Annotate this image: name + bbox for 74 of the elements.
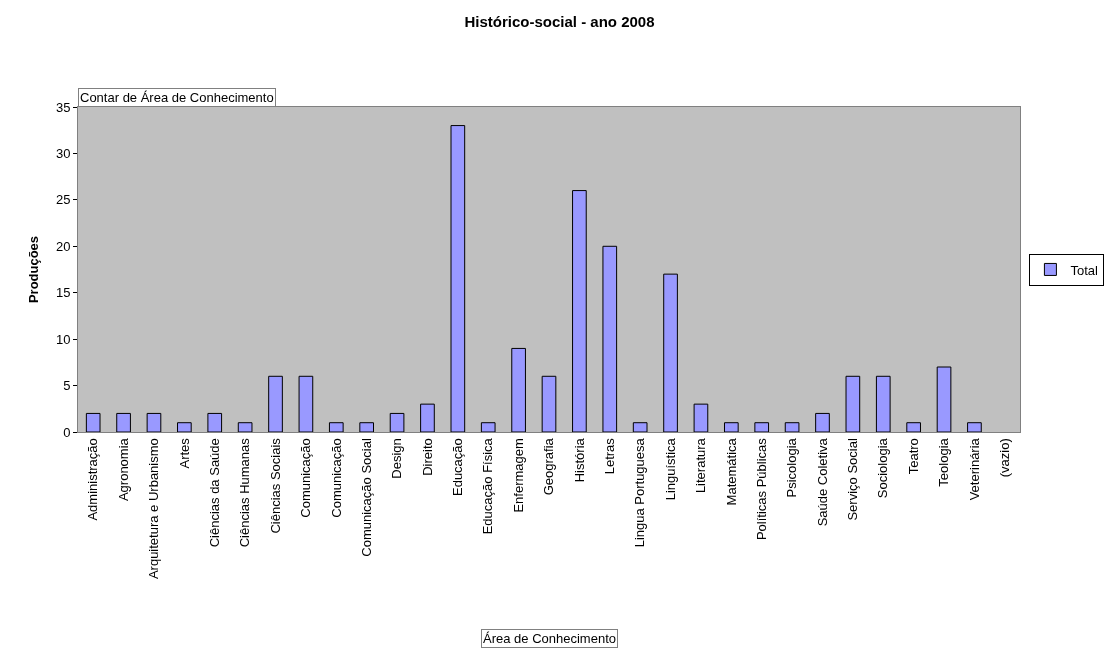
y-axis-title: Produções (25, 235, 41, 304)
bar (480, 422, 496, 432)
bar (85, 412, 101, 432)
bar (146, 412, 162, 432)
x-tick-label: Literatura (693, 437, 709, 494)
x-tick-label: Design (389, 438, 405, 479)
bar (268, 375, 283, 432)
bar (572, 190, 587, 432)
x-tick-label: Ciências Sociais (267, 437, 283, 534)
y-tick-label: 30 (55, 145, 71, 161)
bar (298, 375, 314, 432)
bar (541, 375, 557, 432)
bar (936, 366, 952, 432)
y-tick-label: 0 (63, 424, 71, 440)
bar (815, 412, 830, 432)
y-tick-label: 20 (55, 238, 71, 254)
bar (237, 422, 253, 432)
x-tick-label: Teatro (905, 438, 921, 475)
x-tick-label: Teologia (936, 437, 952, 487)
bar (754, 422, 770, 432)
bar (906, 422, 921, 432)
bar (116, 412, 131, 432)
y-tick-label: 5 (63, 378, 71, 394)
x-tick-label: Comunicação (298, 438, 314, 518)
x-tick-label: Sociologia (875, 437, 891, 499)
x-tick-label: Enfermagem (510, 438, 526, 513)
bar (875, 375, 891, 432)
x-tick-label: Ciências da Saúde (206, 438, 222, 548)
x-axis-title: Área de Conhecimento (483, 631, 616, 646)
x-tick-label: Ciências Humanas (237, 437, 253, 548)
x-tick-label: Veterinária (966, 437, 982, 501)
y-tick-label: 10 (55, 331, 71, 347)
bar (784, 422, 800, 432)
x-tick-label: Linguística (662, 437, 678, 501)
x-tick-label: Serviço Social (845, 438, 861, 521)
bar (389, 412, 405, 432)
bar (663, 273, 678, 432)
x-tick-label: Administração (85, 438, 101, 521)
x-tick-label: Agronomia (115, 437, 131, 502)
bar (693, 403, 709, 432)
chart-title: Histórico-social - ano 2008 (464, 12, 655, 30)
x-tick-label: Geografia (541, 437, 557, 496)
x-tick-label: Arquitetura e Urbanismo (146, 438, 162, 580)
bar (845, 375, 861, 432)
y-tick-label: 15 (55, 285, 71, 301)
bar (207, 412, 223, 432)
bar (967, 422, 982, 432)
bar (511, 347, 526, 432)
x-tick-label: Matemática (723, 437, 739, 506)
x-tick-label: História (571, 437, 587, 483)
x-tick-label: Políticas Públicas (753, 437, 769, 541)
bar (450, 125, 466, 432)
y-tick-label: 25 (55, 192, 71, 208)
x-tick-label: Comunicação Social (358, 438, 374, 557)
bar (359, 422, 375, 432)
x-tick-label: Comunicação (328, 438, 344, 518)
bar (177, 422, 192, 432)
bar (602, 245, 618, 432)
bar (632, 422, 648, 432)
text: Contar de Área de Conhecimento (80, 90, 274, 105)
x-tick-label: Psicologia (784, 437, 800, 498)
x-tick-label: Direito (419, 438, 435, 476)
bar (723, 422, 739, 432)
x-tick-label: (vazio) (997, 438, 1013, 478)
x-tick-label: Lingua Portuguesa (632, 437, 648, 548)
bar (420, 403, 435, 432)
x-tick-label: Educação (450, 438, 466, 497)
bar (328, 422, 344, 432)
x-tick-label: Saúde Coletiva (814, 437, 830, 527)
y-tick-label: 35 (55, 99, 71, 115)
x-tick-label: Educação Física (480, 437, 496, 535)
x-tick-label: Letras (601, 437, 617, 475)
x-tick-label: Artes (176, 437, 192, 469)
legend-label: Total (1070, 262, 1098, 278)
